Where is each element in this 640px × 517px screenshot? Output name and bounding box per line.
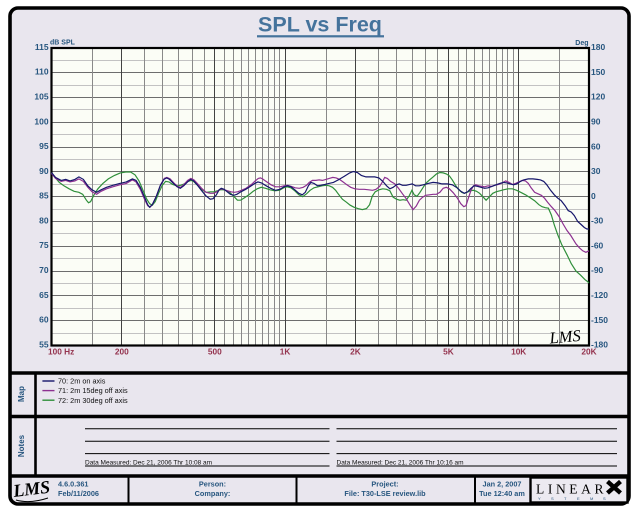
svg-text:70: 70 bbox=[39, 265, 49, 275]
svg-text:95: 95 bbox=[39, 141, 49, 151]
svg-text:Data Measured: Dec 21, 2006: Data Measured: Dec 21, 2006 Thr 10:16 am bbox=[337, 460, 464, 467]
svg-text:Y: Y bbox=[538, 496, 541, 501]
svg-text:2K: 2K bbox=[350, 347, 361, 357]
svg-text:20K: 20K bbox=[581, 347, 596, 357]
svg-text:Company:: Company: bbox=[195, 489, 231, 498]
svg-text:dB SPL: dB SPL bbox=[50, 40, 76, 47]
svg-text:500: 500 bbox=[208, 347, 222, 357]
svg-text:Person:: Person: bbox=[199, 480, 226, 489]
svg-text:4.6.0.361: 4.6.0.361 bbox=[58, 480, 88, 489]
svg-text:-150: -150 bbox=[591, 315, 608, 325]
svg-text:S: S bbox=[551, 496, 554, 501]
svg-text:100 Hz: 100 Hz bbox=[48, 347, 74, 357]
svg-text:Jan 2, 2007: Jan 2, 2007 bbox=[483, 480, 522, 489]
svg-text:200: 200 bbox=[115, 347, 129, 357]
svg-text:120: 120 bbox=[591, 92, 605, 102]
svg-text:60: 60 bbox=[591, 141, 601, 151]
svg-text:T: T bbox=[564, 496, 567, 501]
svg-text:File: T30-LSE review.lib: File: T30-LSE review.lib bbox=[344, 489, 426, 498]
svg-text:55: 55 bbox=[39, 339, 49, 349]
svg-text:Notes: Notes bbox=[17, 434, 26, 457]
svg-text:75: 75 bbox=[39, 240, 49, 250]
svg-text:72: 2m 30deg off axis: 72: 2m 30deg off axis bbox=[58, 396, 128, 405]
svg-text:65: 65 bbox=[39, 290, 49, 300]
svg-text:71: 2m 15deg off axis: 71: 2m 15deg off axis bbox=[58, 386, 128, 395]
svg-text:90: 90 bbox=[39, 166, 49, 176]
svg-text:180: 180 bbox=[591, 42, 605, 52]
svg-text:Project:: Project: bbox=[371, 480, 398, 489]
svg-text:-30: -30 bbox=[591, 216, 604, 226]
svg-text:80: 80 bbox=[39, 215, 49, 225]
svg-text:85: 85 bbox=[39, 191, 49, 201]
svg-text:Tue 12:40 am: Tue 12:40 am bbox=[479, 489, 525, 498]
svg-text:Data Measured: Dec 21, 2006: Data Measured: Dec 21, 2006 Thr 10:08 am bbox=[85, 460, 212, 467]
svg-text:LMS: LMS bbox=[548, 326, 582, 348]
svg-text:110: 110 bbox=[35, 67, 49, 77]
svg-text:Feb/11/2006: Feb/11/2006 bbox=[58, 489, 99, 498]
svg-text:90: 90 bbox=[591, 117, 601, 127]
svg-text:100: 100 bbox=[34, 116, 48, 126]
svg-text:60: 60 bbox=[39, 315, 49, 325]
svg-text:0: 0 bbox=[591, 191, 596, 201]
svg-text:-180: -180 bbox=[591, 340, 608, 350]
svg-text:LMS: LMS bbox=[11, 477, 51, 501]
svg-text:M: M bbox=[590, 496, 593, 501]
svg-text:1K: 1K bbox=[280, 347, 291, 357]
svg-text:LINEAR: LINEAR bbox=[536, 482, 607, 497]
svg-text:-60: -60 bbox=[591, 240, 604, 250]
svg-text:Map: Map bbox=[17, 386, 26, 402]
svg-text:115: 115 bbox=[35, 42, 49, 52]
svg-text:-120: -120 bbox=[591, 290, 608, 300]
svg-text:-90: -90 bbox=[591, 265, 604, 275]
svg-text:S: S bbox=[603, 496, 606, 501]
svg-text:Deg: Deg bbox=[575, 40, 588, 47]
svg-text:105: 105 bbox=[34, 92, 48, 102]
svg-text:150: 150 bbox=[591, 67, 605, 77]
svg-text:10K: 10K bbox=[511, 347, 526, 357]
svg-text:SPL vs Freq: SPL vs Freq bbox=[258, 13, 382, 37]
svg-text:5K: 5K bbox=[443, 347, 454, 357]
svg-text:70: 2m on axis: 70: 2m on axis bbox=[58, 377, 106, 386]
svg-text:30: 30 bbox=[591, 166, 601, 176]
svg-text:E: E bbox=[577, 496, 580, 501]
